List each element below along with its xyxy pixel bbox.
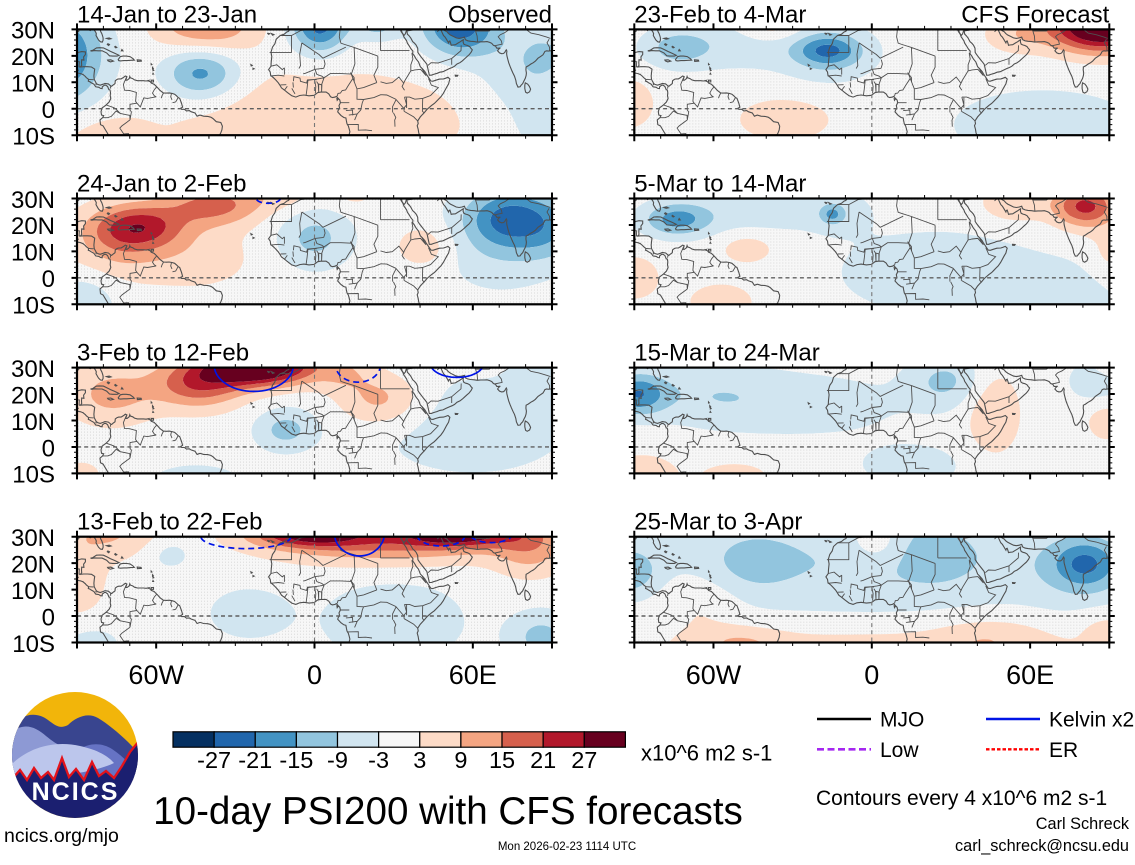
svg-text:Mon 2026-02-23 1114 UTC: Mon 2026-02-23 1114 UTC xyxy=(498,841,636,853)
svg-text:10S: 10S xyxy=(12,462,55,489)
svg-text:10N: 10N xyxy=(11,409,55,436)
svg-text:NCICS: NCICS xyxy=(32,778,120,806)
svg-text:60W: 60W xyxy=(686,660,742,690)
svg-text:30N: 30N xyxy=(11,187,55,214)
svg-text:14-Jan to 23-Jan: 14-Jan to 23-Jan xyxy=(77,1,257,28)
svg-text:21: 21 xyxy=(530,747,556,773)
svg-text:Contours every 4 x10^6 m2 s-1: Contours every 4 x10^6 m2 s-1 xyxy=(816,787,1107,810)
svg-text:0: 0 xyxy=(42,97,55,124)
svg-text:15-Mar to 24-Mar: 15-Mar to 24-Mar xyxy=(634,340,819,367)
svg-text:24-Jan to 2-Feb: 24-Jan to 2-Feb xyxy=(77,171,246,198)
svg-text:-21: -21 xyxy=(238,747,272,773)
svg-text:23-Feb to 4-Mar: 23-Feb to 4-Mar xyxy=(634,1,806,28)
svg-text:MJO: MJO xyxy=(880,709,924,732)
svg-text:0: 0 xyxy=(42,266,55,293)
svg-text:60W: 60W xyxy=(128,660,184,690)
svg-text:20N: 20N xyxy=(11,552,55,579)
svg-text:x10^6 m2 s-1: x10^6 m2 s-1 xyxy=(641,741,772,766)
svg-text:0: 0 xyxy=(42,604,55,631)
svg-text:ncics.org/mjo: ncics.org/mjo xyxy=(4,825,119,847)
svg-text:3-Feb to 12-Feb: 3-Feb to 12-Feb xyxy=(77,340,249,367)
svg-text:60E: 60E xyxy=(449,660,497,690)
svg-text:-15: -15 xyxy=(279,747,313,773)
svg-text:10S: 10S xyxy=(12,124,55,151)
svg-text:-27: -27 xyxy=(197,747,231,773)
svg-text:20N: 20N xyxy=(11,213,55,240)
svg-text:20N: 20N xyxy=(11,382,55,409)
svg-text:3: 3 xyxy=(413,747,426,773)
svg-text:Observed: Observed xyxy=(448,1,552,28)
svg-text:27: 27 xyxy=(571,747,597,773)
svg-text:ER: ER xyxy=(1049,739,1078,762)
svg-text:5-Mar to 14-Mar: 5-Mar to 14-Mar xyxy=(634,171,806,198)
svg-text:20N: 20N xyxy=(11,44,55,71)
svg-text:-3: -3 xyxy=(368,747,389,773)
svg-text:13-Feb to 22-Feb: 13-Feb to 22-Feb xyxy=(77,509,262,536)
svg-text:10S: 10S xyxy=(12,293,55,320)
svg-text:10N: 10N xyxy=(11,71,55,98)
svg-text:Carl Schreck: Carl Schreck xyxy=(1036,815,1130,833)
svg-text:0: 0 xyxy=(42,435,55,462)
svg-text:Kelvin x2: Kelvin x2 xyxy=(1049,709,1134,732)
svg-text:25-Mar to 3-Apr: 25-Mar to 3-Apr xyxy=(634,509,802,536)
svg-text:30N: 30N xyxy=(11,18,55,45)
svg-text:30N: 30N xyxy=(11,525,55,552)
svg-text:-9: -9 xyxy=(327,747,348,773)
svg-text:60E: 60E xyxy=(1006,660,1054,690)
svg-text:30N: 30N xyxy=(11,356,55,383)
svg-text:9: 9 xyxy=(454,747,467,773)
svg-text:10-day PSI200 with CFS forecas: 10-day PSI200 with CFS forecasts xyxy=(153,790,743,833)
svg-text:CFS Forecast: CFS Forecast xyxy=(961,1,1109,28)
svg-text:15: 15 xyxy=(489,747,515,773)
svg-text:Low: Low xyxy=(880,739,919,762)
svg-text:carl_schreck@ncsu.edu: carl_schreck@ncsu.edu xyxy=(955,837,1129,855)
svg-text:0: 0 xyxy=(864,660,879,690)
svg-text:10N: 10N xyxy=(11,240,55,267)
svg-text:10S: 10S xyxy=(12,631,55,658)
svg-text:0: 0 xyxy=(307,660,322,690)
svg-text:10N: 10N xyxy=(11,578,55,605)
